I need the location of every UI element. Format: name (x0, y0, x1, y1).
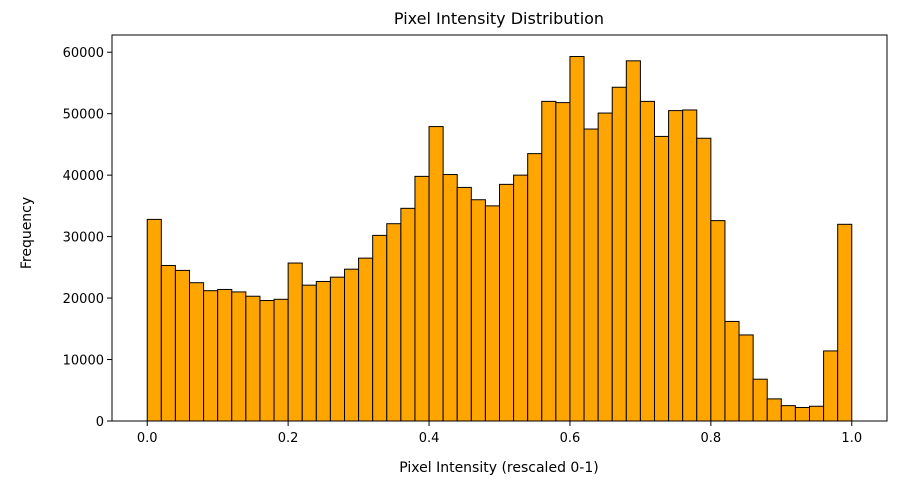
y-tick-label: 0 (96, 415, 104, 430)
y-tick-label: 30000 (63, 231, 104, 246)
histogram-bar (287, 262, 303, 422)
chart-title: Pixel Intensity Distribution (394, 9, 604, 28)
x-axis-label: Pixel Intensity (rescaled 0-1) (399, 460, 598, 476)
histogram-bar (597, 112, 613, 422)
histogram-bar (752, 378, 768, 422)
histogram-bar (231, 291, 247, 422)
y-tick-label: 20000 (63, 292, 104, 307)
histogram-bar (372, 234, 388, 422)
plot-frame (111, 34, 888, 422)
histogram-bar (259, 300, 275, 422)
histogram-bar (245, 295, 261, 422)
histogram-bar (541, 100, 557, 422)
histogram-bar (217, 288, 233, 422)
histogram-bar (611, 86, 627, 422)
histogram-bar (766, 398, 782, 422)
histogram-bar (301, 284, 317, 422)
histogram-bar (400, 207, 416, 422)
histogram-bar (583, 128, 599, 422)
histogram-bar (527, 153, 543, 422)
histogram-bar (386, 223, 402, 422)
histogram-bar (203, 290, 219, 422)
x-tick-label: 1.0 (841, 431, 862, 446)
histogram-bar (174, 269, 191, 422)
histogram-bar (569, 56, 585, 422)
y-axis-ticks: 0 10000 20000 30000 40000 50000 60000 (63, 46, 112, 430)
histogram-bar (456, 186, 472, 422)
histogram-bar (555, 102, 571, 422)
histogram-bar (780, 405, 796, 422)
histogram-bar (315, 280, 331, 422)
x-tick-label: 0.0 (137, 431, 158, 446)
y-tick-label: 50000 (63, 108, 104, 123)
x-tick-label: 0.8 (701, 431, 722, 446)
histogram-bar (484, 205, 501, 422)
y-tick-label: 40000 (63, 169, 104, 184)
histogram-bar (738, 334, 754, 422)
histogram-bar (654, 135, 670, 422)
histogram-bar (329, 276, 346, 422)
histogram-bar (442, 174, 458, 422)
histogram-bar (513, 174, 529, 422)
histogram-bar (668, 110, 684, 422)
x-tick-label: 0.6 (560, 431, 581, 446)
histogram-bar (344, 268, 360, 422)
histogram-bar (189, 282, 205, 422)
histogram-bar (724, 320, 740, 422)
histogram-bar (639, 100, 655, 422)
histogram-bar (146, 218, 162, 422)
histogram-bar (428, 126, 444, 422)
y-tick-label: 60000 (63, 46, 104, 61)
histogram-bar (625, 60, 641, 422)
y-axis-label: Frequency (19, 197, 35, 269)
histogram-bar (273, 298, 289, 422)
histogram-bar (823, 350, 839, 422)
histogram-bar (794, 406, 810, 422)
histogram-bar (160, 264, 176, 422)
histogram-bar (358, 257, 374, 422)
histogram-bar (499, 183, 515, 422)
histogram-bar (809, 405, 825, 422)
histogram-bar (414, 175, 430, 422)
histogram-bar (696, 137, 712, 422)
histogram-bar (837, 223, 853, 422)
bars-group (146, 56, 853, 422)
histogram-bar (710, 220, 726, 422)
x-tick-label: 0.2 (278, 431, 299, 446)
y-tick-label: 10000 (63, 354, 104, 369)
histogram-bar (470, 199, 486, 422)
histogram-bar (682, 109, 698, 422)
x-axis-ticks: 0.0 0.2 0.4 0.6 0.8 1.0 (137, 421, 862, 446)
x-tick-label: 0.4 (419, 431, 440, 446)
